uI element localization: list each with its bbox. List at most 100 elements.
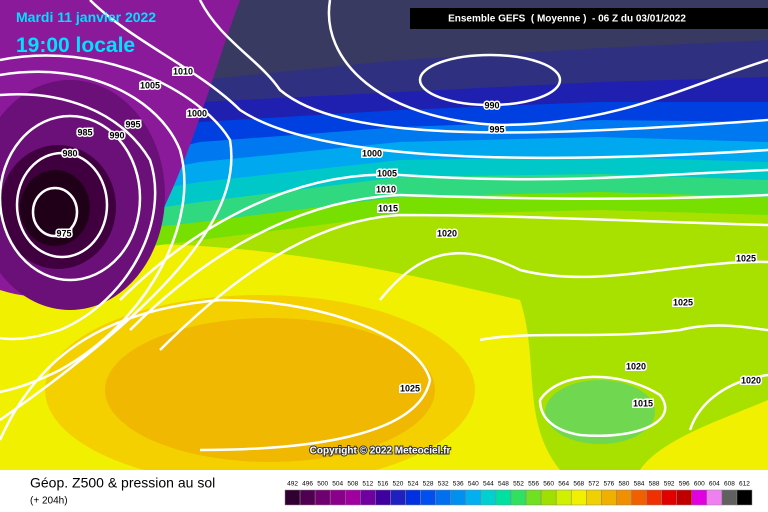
scale-swatch — [360, 489, 376, 506]
scale-label: 568 — [573, 481, 584, 488]
isobar-label: 995 — [125, 119, 140, 129]
isobar — [327, 0, 768, 127]
scale-label: 492 — [287, 481, 298, 488]
scale-swatch — [661, 489, 677, 506]
scale-swatch — [480, 489, 497, 506]
isobar-label: 995 — [489, 124, 504, 134]
isobar-label: 975 — [56, 228, 71, 238]
isobar-label: 1000 — [187, 108, 207, 118]
scale-label: 612 — [739, 481, 750, 488]
isobar-label: 1015 — [378, 203, 398, 213]
scale-swatch — [465, 489, 482, 506]
scale-swatch — [721, 489, 738, 506]
isobar — [379, 251, 768, 301]
scale-label: 544 — [483, 481, 494, 488]
isobar-label: 1020 — [626, 361, 646, 371]
isobar — [15, 151, 109, 259]
source-box — [410, 8, 768, 29]
scale-swatch — [736, 489, 753, 506]
isobar — [418, 53, 562, 107]
isobar — [538, 375, 667, 437]
scale-swatch — [435, 489, 451, 506]
field-band — [545, 380, 655, 444]
isobar — [0, 298, 432, 452]
scale-swatch — [525, 489, 542, 506]
isobar — [119, 168, 768, 301]
scale-label: 580 — [619, 481, 630, 488]
isobar-label: 1010 — [173, 66, 193, 76]
scale-swatch — [601, 489, 617, 506]
scale-label: 520 — [393, 481, 404, 488]
scale-swatch — [375, 489, 391, 506]
isobar-label: 1025 — [400, 383, 420, 393]
scale-swatch — [329, 489, 346, 506]
scale-swatch — [345, 489, 361, 506]
field-band — [20, 170, 90, 246]
source: Ensemble GEFS ( Moyenne ) - 06 Z du 03/0… — [448, 14, 686, 25]
isobar-label: 1015 — [633, 398, 653, 408]
scale-swatch — [540, 489, 557, 506]
date: Mardi 11 janvier 2022 — [16, 9, 156, 25]
scale-swatch — [555, 489, 572, 506]
isobar-label: 1020 — [741, 375, 761, 385]
scale-swatch — [570, 489, 587, 506]
isobar — [89, 0, 768, 160]
scale-swatch — [495, 489, 512, 506]
isobar — [0, 93, 157, 341]
scale-label: 588 — [649, 481, 660, 488]
scale-swatch — [616, 489, 632, 506]
scale-label: 508 — [347, 481, 358, 488]
scale-swatch — [405, 489, 421, 506]
scale-label: 600 — [694, 481, 705, 488]
isobar-label: 985 — [77, 127, 92, 137]
scale-swatch — [390, 489, 406, 506]
scale-swatch — [631, 489, 647, 506]
scale-label: 532 — [438, 481, 449, 488]
scale-swatch — [510, 489, 527, 506]
scale-swatch — [420, 489, 436, 506]
isobar-label: 1025 — [673, 297, 693, 307]
scale-swatch — [706, 489, 723, 506]
isobar-label: 1010 — [376, 184, 396, 194]
isobar-label: 1025 — [736, 253, 756, 263]
scale-swatch — [450, 489, 467, 506]
isobar — [688, 373, 768, 431]
scale-label: 592 — [664, 481, 675, 488]
scale-swatch — [646, 489, 662, 506]
isobar-label: 1005 — [377, 168, 397, 178]
field-band — [640, 400, 768, 470]
scale-label: 596 — [679, 481, 690, 488]
scale-label: 608 — [724, 481, 735, 488]
scale-label: 564 — [558, 481, 569, 488]
scale-label: 500 — [317, 481, 328, 488]
scale-swatch — [586, 489, 602, 506]
isobar — [129, 193, 768, 331]
scale-label: 496 — [302, 481, 313, 488]
scale-label: 540 — [468, 481, 479, 488]
isobar-label: 990 — [109, 130, 124, 140]
isobar-label: 990 — [484, 100, 499, 110]
color-scale: 492 496 500 504 508 512 516 520 524 528 532 536 540 5… — [284, 481, 753, 506]
scale-label: 524 — [408, 481, 419, 488]
scale-swatch — [314, 489, 331, 506]
isobar — [479, 324, 768, 342]
isobar — [198, 0, 768, 134]
scale-label: 560 — [543, 481, 554, 488]
copyright: Copyright © 2022 Meteociel.fr — [310, 446, 451, 457]
scale-swatch — [676, 489, 692, 506]
scale-label: 556 — [528, 481, 539, 488]
isobar — [0, 54, 233, 422]
isobar-label: 1000 — [362, 148, 382, 158]
scale-label: 548 — [498, 481, 509, 488]
isobar-label: 1005 — [140, 80, 160, 90]
field-band — [105, 318, 435, 462]
isobars — [0, 0, 768, 452]
scale-label: 576 — [603, 481, 614, 488]
scale-swatch — [691, 489, 708, 506]
scale-label: 584 — [634, 481, 645, 488]
isobar — [0, 70, 186, 394]
isobar-labels: 1010100510009959909859809759909951000100… — [55, 65, 763, 410]
legend-subtitle: (+ 204h) — [30, 496, 68, 507]
scale-label: 604 — [709, 481, 720, 488]
isobar-label: 1020 — [437, 228, 457, 238]
